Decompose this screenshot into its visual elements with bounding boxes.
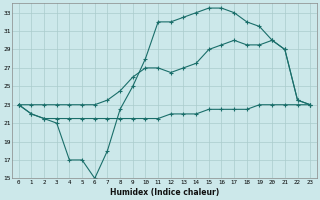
X-axis label: Humidex (Indice chaleur): Humidex (Indice chaleur): [110, 188, 219, 197]
